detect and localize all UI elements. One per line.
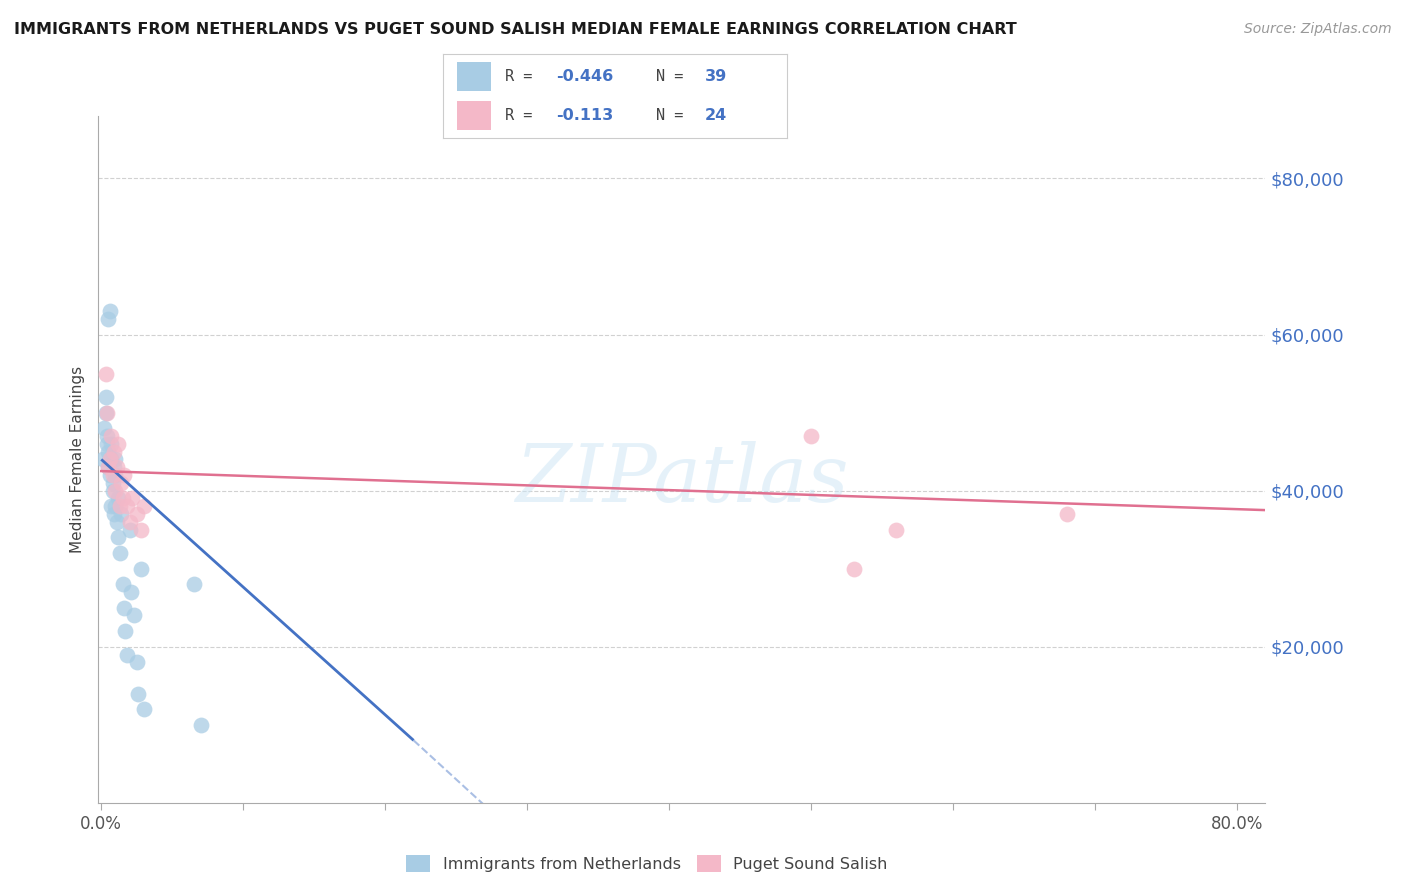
Point	[107, 436, 129, 450]
Point	[96, 429, 118, 443]
Point	[115, 648, 138, 662]
Point	[101, 475, 124, 490]
Point	[91, 452, 114, 467]
Y-axis label: Median Female Earnings: Median Female Earnings	[70, 366, 86, 553]
Point	[1056, 507, 1078, 521]
Point	[110, 475, 132, 490]
Point	[110, 507, 132, 521]
Point	[129, 523, 152, 537]
Text: R =: R =	[505, 108, 551, 123]
Point	[118, 515, 141, 529]
Bar	[457, 101, 491, 130]
Point	[118, 523, 141, 537]
Point	[103, 444, 125, 458]
Point	[97, 460, 120, 475]
Point	[94, 405, 117, 420]
Text: -0.446: -0.446	[557, 69, 614, 84]
Point	[105, 460, 128, 475]
Point	[107, 491, 129, 506]
Point	[96, 436, 118, 450]
Point	[122, 608, 145, 623]
Point	[101, 483, 124, 498]
Point	[111, 491, 134, 506]
Text: N =: N =	[657, 69, 693, 84]
Point	[98, 304, 121, 318]
Point	[94, 390, 117, 404]
Point	[132, 500, 155, 514]
Text: R =: R =	[505, 69, 541, 84]
Point	[97, 444, 120, 458]
Point	[104, 483, 127, 498]
Point	[190, 717, 212, 731]
Point	[800, 429, 823, 443]
Point	[96, 405, 118, 420]
Point	[112, 600, 135, 615]
Point	[97, 312, 120, 326]
Point	[120, 585, 142, 599]
Point	[108, 500, 131, 514]
Point	[93, 421, 115, 435]
Point	[112, 467, 135, 482]
Point	[183, 577, 205, 591]
Point	[104, 452, 127, 467]
Point	[107, 530, 129, 544]
Point	[94, 367, 117, 381]
Point	[100, 429, 122, 443]
Point	[100, 436, 122, 450]
Text: Source: ZipAtlas.com: Source: ZipAtlas.com	[1244, 22, 1392, 37]
Point	[105, 515, 128, 529]
Point	[103, 460, 125, 475]
Point	[111, 577, 134, 591]
Text: IMMIGRANTS FROM NETHERLANDS VS PUGET SOUND SALISH MEDIAN FEMALE EARNINGS CORRELA: IMMIGRANTS FROM NETHERLANDS VS PUGET SOU…	[14, 22, 1017, 37]
Point	[98, 467, 121, 482]
Point	[103, 507, 125, 521]
Point	[129, 562, 152, 576]
Point	[884, 523, 907, 537]
Point	[104, 467, 127, 482]
Point	[115, 500, 138, 514]
Text: -0.113: -0.113	[557, 108, 614, 123]
Text: ZIPatlas: ZIPatlas	[515, 442, 849, 519]
Bar	[457, 62, 491, 91]
Text: N =: N =	[657, 108, 693, 123]
Point	[132, 702, 155, 716]
Point	[114, 624, 136, 639]
Legend: Immigrants from Netherlands, Puget Sound Salish: Immigrants from Netherlands, Puget Sound…	[399, 848, 894, 879]
Text: 39: 39	[704, 69, 727, 84]
Text: 24: 24	[704, 108, 727, 123]
Point	[100, 452, 122, 467]
Point	[101, 467, 124, 482]
Point	[98, 452, 121, 467]
Point	[842, 562, 865, 576]
Point	[121, 491, 143, 506]
Point	[97, 460, 120, 475]
Point	[125, 655, 148, 669]
Point	[100, 500, 122, 514]
Point	[125, 507, 148, 521]
Point	[127, 687, 149, 701]
Point	[108, 546, 131, 560]
Point	[104, 500, 127, 514]
